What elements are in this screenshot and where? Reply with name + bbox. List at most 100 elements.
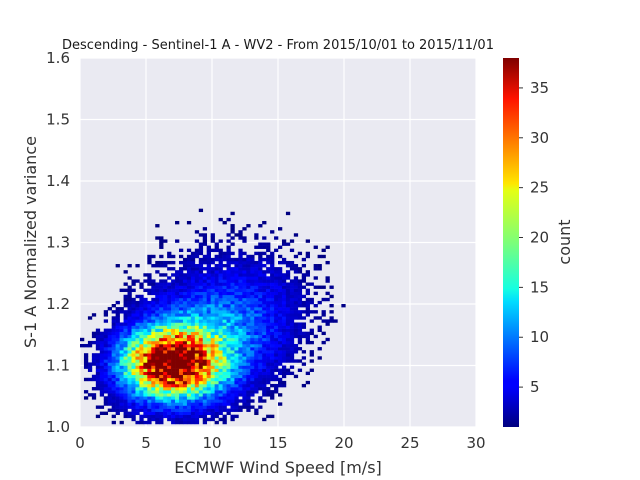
density-cell <box>246 340 251 345</box>
density-cell <box>167 260 172 265</box>
density-cell <box>226 347 231 351</box>
density-cell <box>139 387 144 391</box>
density-cell <box>139 377 144 382</box>
density-cell <box>190 393 196 397</box>
density-cell <box>167 300 172 305</box>
density-cell <box>242 371 247 376</box>
density-cell <box>214 279 219 283</box>
density-cell <box>238 230 243 234</box>
density-cell <box>175 362 180 366</box>
density-cell <box>202 340 208 345</box>
density-cell <box>266 254 271 259</box>
density-cell <box>182 371 188 376</box>
density-cell <box>309 319 314 323</box>
density-cell <box>139 322 144 326</box>
density-cell <box>123 337 128 342</box>
density-cell <box>167 276 172 280</box>
density-cell <box>250 347 255 351</box>
density-cell <box>214 257 219 262</box>
density-cell <box>238 310 243 314</box>
density-cell <box>151 264 156 268</box>
density-cell <box>179 282 184 286</box>
density-cell <box>111 343 116 348</box>
density-cell <box>123 282 128 286</box>
density-cell <box>167 347 172 351</box>
density-cell <box>167 393 172 397</box>
density-cell <box>262 307 267 311</box>
density-cell <box>194 356 200 360</box>
density-cell <box>210 233 215 237</box>
density-cell <box>289 347 295 351</box>
density-cell <box>222 356 227 360</box>
density-cell <box>123 380 128 385</box>
density-cell <box>222 387 227 391</box>
density-cell <box>131 350 136 354</box>
density-cell <box>242 402 247 406</box>
density-cell <box>147 350 152 354</box>
density-cell <box>274 387 279 391</box>
density-cell <box>254 313 259 317</box>
density-cell <box>210 387 215 391</box>
density-cell <box>258 356 263 360</box>
density-cell <box>171 304 176 308</box>
density-cell <box>305 254 310 259</box>
density-cell <box>123 319 128 323</box>
density-cell <box>210 297 215 302</box>
density-cell <box>218 405 223 409</box>
density-cell <box>206 371 211 376</box>
density-cell <box>111 359 116 363</box>
density-cell <box>262 242 267 246</box>
density-cell <box>254 347 259 351</box>
density-cell <box>163 300 168 305</box>
density-cell <box>127 331 132 336</box>
density-cell <box>115 300 120 305</box>
density-cell <box>254 288 259 293</box>
density-cell <box>270 347 275 351</box>
density-cell <box>155 396 160 400</box>
density-cell <box>123 365 128 369</box>
density-cell <box>210 350 215 354</box>
density-cell <box>202 337 208 342</box>
density-cell <box>202 304 208 308</box>
density-cell <box>222 325 227 329</box>
density-cell <box>309 359 314 363</box>
density-cell <box>163 356 168 360</box>
density-cell <box>194 359 200 363</box>
density-cell <box>103 377 109 382</box>
density-cell <box>242 316 247 320</box>
density-cell <box>270 359 275 363</box>
density-cell <box>202 239 208 243</box>
density-cell <box>246 294 251 299</box>
density-cell <box>218 408 223 412</box>
density-cell <box>167 267 172 271</box>
density-cell <box>175 285 180 289</box>
density-cell <box>258 257 263 262</box>
density-cell <box>305 270 310 274</box>
density-cell <box>246 368 251 372</box>
density-cell <box>226 322 231 326</box>
density-cell <box>186 322 192 326</box>
density-cell <box>103 313 109 317</box>
density-cell <box>127 368 132 372</box>
density-cell <box>179 420 184 425</box>
density-cell <box>179 377 184 382</box>
density-cell <box>214 380 219 385</box>
density-cell <box>238 276 243 280</box>
density-cell <box>182 297 188 302</box>
density-cell <box>226 383 231 388</box>
density-cell <box>285 319 291 323</box>
density-cell <box>186 313 192 317</box>
density-cell <box>270 297 275 302</box>
density-cell <box>159 405 164 409</box>
density-cell <box>182 264 188 268</box>
density-cell <box>281 350 287 354</box>
density-cell <box>139 374 144 379</box>
density-cell <box>293 276 299 280</box>
density-cell <box>119 356 124 360</box>
density-cell <box>179 414 184 419</box>
density-cell <box>297 316 303 320</box>
density-cell <box>194 387 200 391</box>
density-cell <box>202 380 208 385</box>
density-cell <box>278 322 283 326</box>
density-cell <box>238 368 243 372</box>
